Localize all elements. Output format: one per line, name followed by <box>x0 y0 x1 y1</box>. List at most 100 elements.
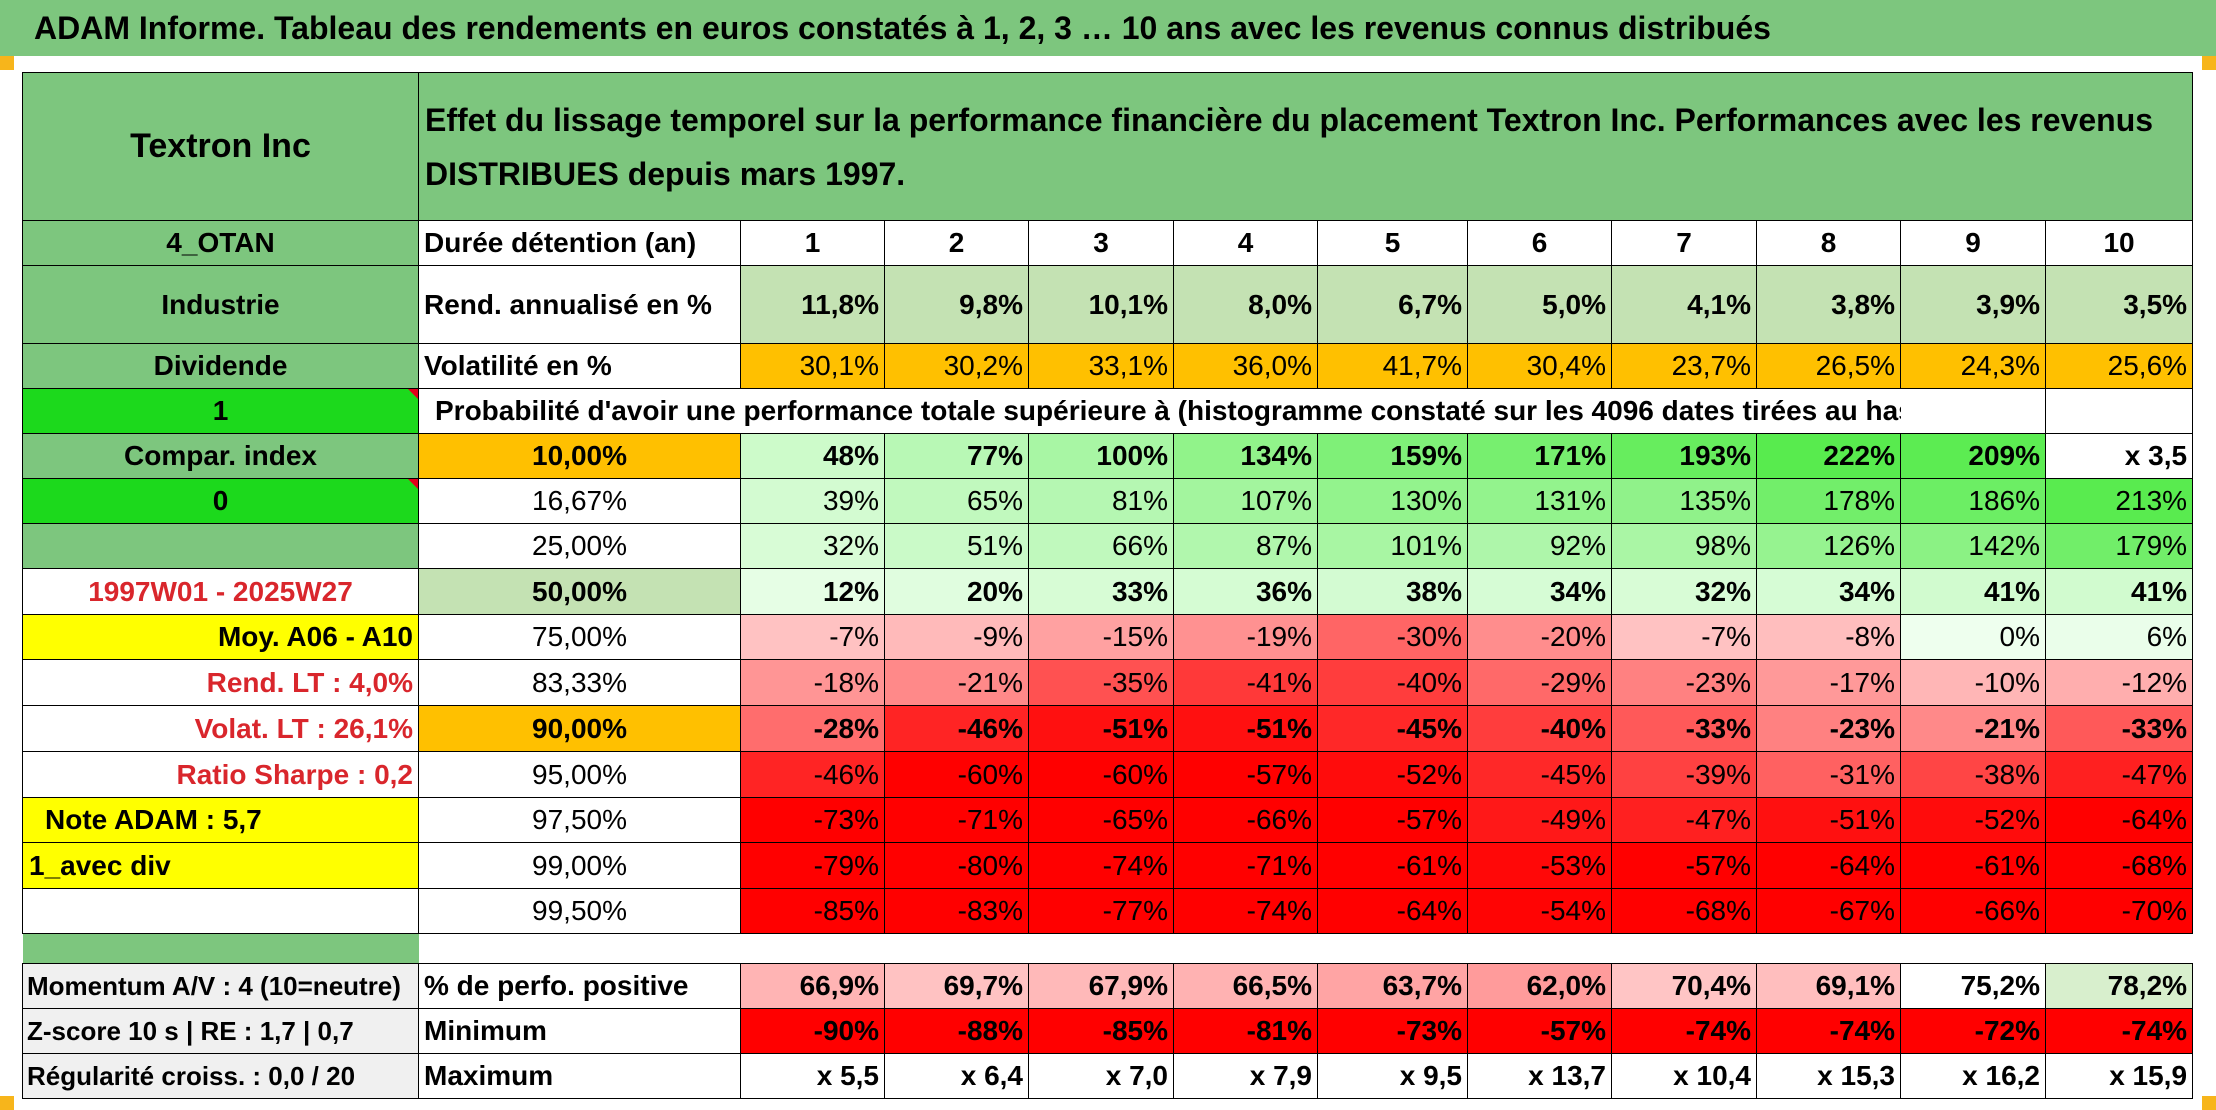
min-value: -57% <box>1467 1008 1612 1054</box>
prob-value: -47% <box>1611 797 1757 843</box>
performance-sheet: Textron Inc Effet du lissage temporel su… <box>22 72 2194 1102</box>
empty-cell <box>1900 388 2046 434</box>
separator-row <box>22 933 2193 964</box>
prob-value: -40% <box>1317 659 1468 706</box>
company-name-cell: Textron Inc <box>22 72 419 221</box>
year-header: 8 <box>1756 220 1901 266</box>
prob-row: Note ADAM : 5,7 97,50% -73% -71% -65% -66% -57… <box>22 797 2194 843</box>
prob-value: -28% <box>740 705 885 752</box>
prob-row: Volat. LT : 26,1% 90,00% -28% -46% -51% -51% -… <box>22 705 2194 752</box>
pos-value: 75,2% <box>1900 963 2046 1009</box>
zscore-cell: Z-score 10 s | RE : 1,7 | 0,7 <box>22 1008 419 1054</box>
prob-value: 213% <box>2044 478 2194 524</box>
prob-value: -73% <box>740 797 885 843</box>
max-value: x 15,9 <box>2044 1053 2194 1099</box>
max-value: x 7,0 <box>1028 1053 1174 1099</box>
vol-value: 36,0% <box>1173 343 1318 389</box>
prob-value: -45% <box>1467 751 1612 798</box>
min-value: -90% <box>740 1008 885 1054</box>
prob-row: 1_avec div 99,00% -79% -80% -74% -71% -61% -53%… <box>22 842 2194 889</box>
rend-value: 8,0% <box>1173 265 1318 344</box>
prob-value: -23% <box>1756 705 1901 752</box>
flag-one-cell: 1 <box>22 388 419 434</box>
duration-label: Durée détention (an) <box>418 220 741 266</box>
prob-value: 134% <box>1173 433 1318 479</box>
vol-value: 30,4% <box>1467 343 1612 389</box>
rend-value: 3,5% <box>2044 265 2194 344</box>
prob-row: 0 16,67% 39% 65% 81% 107% 130% 131% 135% 178% 186%… <box>22 478 2194 524</box>
prob-value: -52% <box>1900 797 2046 843</box>
pos-value: 69,1% <box>1756 963 1901 1009</box>
footer-row: Momentum A/V : 4 (10=neutre)% de perfo. … <box>22 963 2194 1009</box>
prob-value: -7% <box>740 614 885 660</box>
prob-value: -60% <box>884 751 1029 798</box>
prob-row: Rend. LT : 4,0% 83,33% -18% -21% -35% -41% -40… <box>22 659 2194 706</box>
year-header: 6 <box>1467 220 1612 266</box>
prob-value: -64% <box>1317 888 1468 934</box>
prob-value: -30% <box>1317 614 1468 660</box>
prob-value: -80% <box>884 842 1029 889</box>
pos-value: 66,9% <box>740 963 885 1009</box>
empty-cell <box>2044 388 2194 434</box>
prob-value: -41% <box>1173 659 1318 706</box>
prob-value: 171% <box>1467 433 1612 479</box>
prob-value: -61% <box>1317 842 1468 889</box>
prob-value: -67% <box>1756 888 1901 934</box>
prob-value: -79% <box>740 842 885 889</box>
prob-value: -51% <box>1756 797 1901 843</box>
prob-value: 186% <box>1900 478 2046 524</box>
prob-value: -40% <box>1467 705 1612 752</box>
corner-marker <box>2202 56 2216 70</box>
prob-value: 38% <box>1317 568 1468 615</box>
probability-threshold: 10,00% <box>418 433 741 479</box>
description-cell: Effet du lissage temporel sur la perform… <box>417 72 2194 221</box>
prob-value: -15% <box>1028 614 1174 660</box>
prob-value: -57% <box>1611 842 1757 889</box>
prob-value: -23% <box>1611 659 1757 706</box>
min-value: -74% <box>1756 1008 1901 1054</box>
max-value: x 13,7 <box>1467 1053 1612 1099</box>
pos-value: 67,9% <box>1028 963 1174 1009</box>
prob-value: 130% <box>1317 478 1468 524</box>
prob-value: -46% <box>884 705 1029 752</box>
year-header: 5 <box>1317 220 1468 266</box>
prob-value: 34% <box>1756 568 1901 615</box>
prob-row: 25,00% 32% 51% 66% 87% 101% 92% 98% 126% 142% 179% <box>22 523 2194 569</box>
corner-marker <box>2202 1096 2216 1110</box>
rend-value: 9,8% <box>884 265 1029 344</box>
prob-value: 51% <box>884 523 1029 569</box>
note-cell: Note ADAM : 5,7 <box>22 797 419 843</box>
moy-cell: Moy. A06 - A10 <box>22 614 419 660</box>
empty-green-cell <box>22 523 419 569</box>
prob-value: -60% <box>1028 751 1174 798</box>
year-header: 9 <box>1900 220 2046 266</box>
vol-value: 30,2% <box>884 343 1029 389</box>
pos-value: 62,0% <box>1467 963 1612 1009</box>
prob-value: x 3,5 <box>2044 433 2194 479</box>
prob-value: 41% <box>2044 568 2194 615</box>
rend-value: 6,7% <box>1317 265 1468 344</box>
probability-threshold: 16,67% <box>418 478 741 524</box>
prob-value: 135% <box>1611 478 1757 524</box>
prob-value: -35% <box>1028 659 1174 706</box>
prob-value: -71% <box>1173 842 1318 889</box>
prob-value: -57% <box>1317 797 1468 843</box>
max-value: x 6,4 <box>884 1053 1029 1099</box>
vol-value: 33,1% <box>1028 343 1174 389</box>
max-value: x 15,3 <box>1756 1053 1901 1099</box>
momentum-cell: Momentum A/V : 4 (10=neutre) <box>22 963 419 1009</box>
year-header: 2 <box>884 220 1029 266</box>
prob-row: 1997W01 - 2025W27 50,00% 12% 20% 33% 36% 38% 34… <box>22 568 2194 615</box>
prob-value: -71% <box>884 797 1029 843</box>
separator-cell <box>22 933 419 964</box>
prob-value: -33% <box>1611 705 1757 752</box>
prob-value: -10% <box>1900 659 2046 706</box>
prob-value: 66% <box>1028 523 1174 569</box>
prob-value: -19% <box>1173 614 1318 660</box>
pos-label: % de perfo. positive <box>418 963 741 1009</box>
year-header: 1 <box>740 220 885 266</box>
prob-value: 107% <box>1173 478 1318 524</box>
prob-value: -65% <box>1028 797 1174 843</box>
prob-value: -49% <box>1467 797 1612 843</box>
prob-value: -57% <box>1173 751 1318 798</box>
